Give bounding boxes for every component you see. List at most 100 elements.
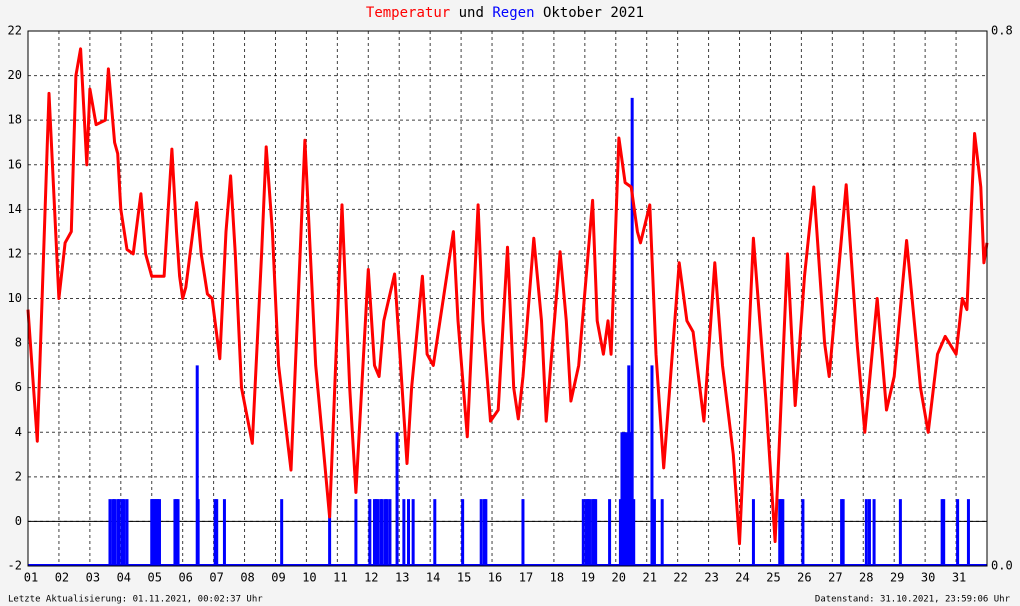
rain-bar bbox=[280, 499, 284, 566]
y2-tick-label: 0.0 bbox=[991, 559, 1013, 573]
rain-bar bbox=[380, 499, 384, 566]
rain-bar bbox=[116, 499, 120, 566]
x-tick-label: 15 bbox=[457, 571, 471, 585]
x-tick-label: 03 bbox=[86, 571, 100, 585]
rain-bar bbox=[154, 499, 158, 566]
rain-bar bbox=[195, 365, 199, 566]
rain-bar bbox=[652, 499, 656, 566]
rain-bar bbox=[586, 499, 590, 566]
rain-bar bbox=[479, 499, 483, 566]
rain-bar bbox=[108, 499, 112, 566]
y-tick-label: 18 bbox=[8, 113, 22, 127]
x-tick-label: 23 bbox=[704, 571, 718, 585]
rain-bar bbox=[388, 499, 392, 566]
rain-bar bbox=[174, 499, 178, 566]
rain-bar bbox=[368, 499, 372, 566]
rain-bar bbox=[584, 499, 588, 566]
plot-frame bbox=[27, 30, 988, 567]
x-tick-label: 16 bbox=[488, 571, 502, 585]
x-tick-label: 07 bbox=[209, 571, 223, 585]
rain-bar bbox=[354, 499, 358, 566]
y-tick-label: 20 bbox=[8, 68, 22, 82]
rain-bar bbox=[383, 499, 387, 566]
x-tick-label: 31 bbox=[952, 571, 966, 585]
rain-bar bbox=[801, 499, 805, 566]
y-tick-label: 22 bbox=[8, 24, 22, 38]
rain-bar bbox=[376, 499, 380, 566]
rain-bar bbox=[608, 499, 612, 566]
rain-bar bbox=[940, 499, 944, 566]
footer-left: Letzte Aktualisierung: 01.11.2021, 00:02… bbox=[8, 595, 263, 605]
rain-bar bbox=[618, 499, 622, 566]
rain-bar bbox=[521, 499, 525, 566]
x-tick-label: 21 bbox=[642, 571, 656, 585]
rain-bar bbox=[372, 499, 376, 566]
rain-bar bbox=[222, 499, 226, 566]
x-tick-label: 26 bbox=[797, 571, 811, 585]
rain-bar bbox=[156, 499, 160, 566]
plot-area bbox=[28, 31, 987, 566]
rain-bar bbox=[898, 499, 902, 566]
rain-bar bbox=[213, 499, 217, 566]
rain-bar bbox=[581, 499, 585, 566]
rain-bar bbox=[630, 97, 634, 566]
x-tick-label: 17 bbox=[519, 571, 533, 585]
rain-bar bbox=[411, 499, 415, 566]
x-tick-label: 19 bbox=[581, 571, 595, 585]
rain-bar bbox=[484, 499, 488, 566]
rain-bar bbox=[966, 499, 970, 566]
x-tick-label: 06 bbox=[178, 571, 192, 585]
x-tick-label: 02 bbox=[55, 571, 69, 585]
x-tick-label: 25 bbox=[766, 571, 780, 585]
x-tick-label: 11 bbox=[333, 571, 347, 585]
rain-bar bbox=[594, 499, 598, 566]
rain-bar bbox=[117, 499, 121, 566]
rain-bar bbox=[592, 499, 596, 566]
rain-bar bbox=[650, 365, 654, 566]
y-tick-label: 8 bbox=[15, 336, 22, 350]
rain-bar bbox=[840, 499, 844, 566]
rain-bar bbox=[864, 499, 868, 566]
y-tick-label: 2 bbox=[15, 469, 22, 483]
rain-bar bbox=[385, 499, 389, 566]
x-tick-label: 01 bbox=[24, 571, 38, 585]
x-tick-label: 30 bbox=[921, 571, 935, 585]
rain-bar bbox=[629, 432, 633, 566]
title-series: Regen bbox=[492, 5, 534, 21]
x-tick-label: 27 bbox=[828, 571, 842, 585]
rain-bar bbox=[122, 499, 126, 566]
x-tick-label: 20 bbox=[612, 571, 626, 585]
rain-bar bbox=[433, 499, 437, 566]
x-tick-label: 12 bbox=[364, 571, 378, 585]
x-tick-label: 14 bbox=[426, 571, 440, 585]
title-series: Temperatur bbox=[366, 5, 450, 21]
x-tick-label: 05 bbox=[148, 571, 162, 585]
y-tick-label: 14 bbox=[8, 202, 22, 216]
rain-bar bbox=[402, 499, 406, 566]
y2-tick-label: 0.8 bbox=[991, 24, 1013, 38]
x-tick-label: 09 bbox=[271, 571, 285, 585]
x-tick-label: 22 bbox=[673, 571, 687, 585]
rain-bar bbox=[120, 499, 124, 566]
rain-bar bbox=[779, 499, 783, 566]
y-tick-label: 16 bbox=[8, 157, 22, 171]
rain-bar bbox=[482, 499, 486, 566]
y-tick-label: 10 bbox=[8, 291, 22, 305]
x-tick-label: 29 bbox=[890, 571, 904, 585]
rain-bar bbox=[151, 499, 155, 566]
x-tick-label: 13 bbox=[395, 571, 409, 585]
x-tick-label: 10 bbox=[302, 571, 316, 585]
rain-bar bbox=[196, 499, 200, 566]
rain-bar bbox=[215, 499, 219, 566]
rain-bar bbox=[157, 499, 161, 566]
x-tick-label: 18 bbox=[550, 571, 564, 585]
x-tick-label: 04 bbox=[117, 571, 131, 585]
rain-bar bbox=[632, 499, 636, 566]
rain-bar bbox=[176, 499, 180, 566]
rain-bar bbox=[407, 499, 411, 566]
rain-bar bbox=[173, 499, 177, 566]
y-tick-label: 6 bbox=[15, 380, 22, 394]
rain-bar bbox=[113, 499, 117, 566]
rain-bar bbox=[660, 499, 664, 566]
